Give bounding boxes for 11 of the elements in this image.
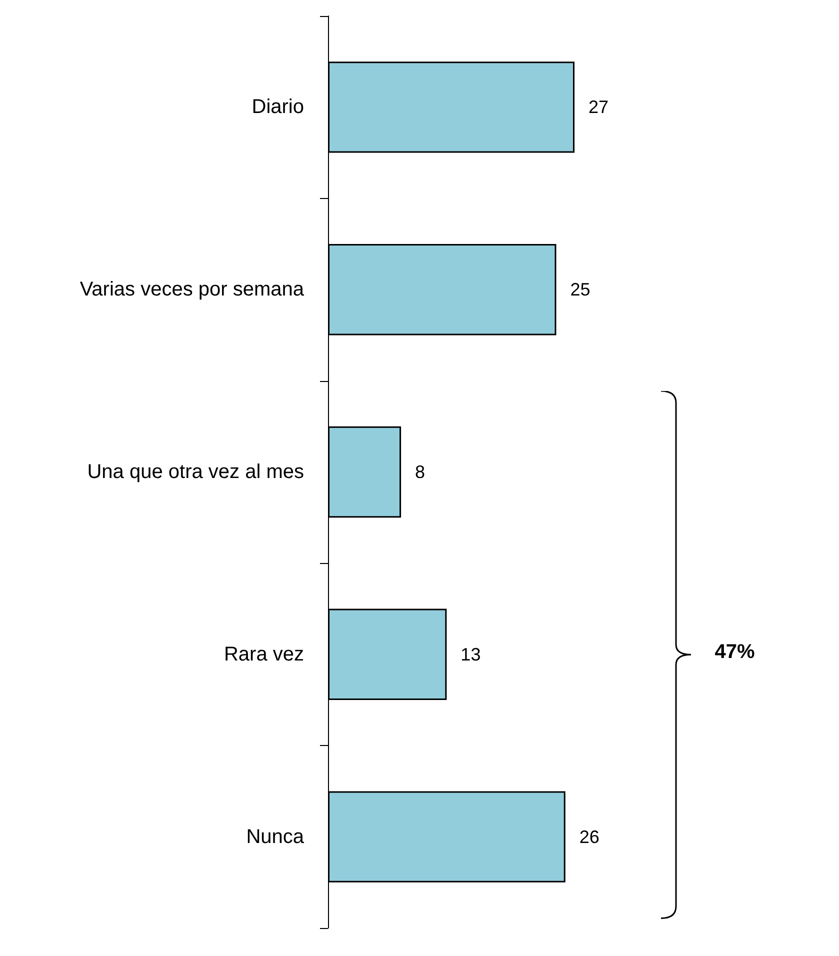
y-tick-label: Varias veces por semana xyxy=(80,278,305,301)
text: 47% xyxy=(714,641,755,664)
data-label: 25 xyxy=(570,280,590,300)
data-label: 26 xyxy=(579,826,600,847)
data-label: 13 xyxy=(460,644,481,664)
y-tick-label: Nunca xyxy=(246,826,305,848)
y-tick-label: Rara vez xyxy=(224,643,304,666)
y-tick-label: Diario xyxy=(252,96,304,118)
data-label: 8 xyxy=(415,462,426,482)
y-tick-label: Una que otra vez al mes xyxy=(87,461,304,483)
data-label: 27 xyxy=(588,97,609,118)
